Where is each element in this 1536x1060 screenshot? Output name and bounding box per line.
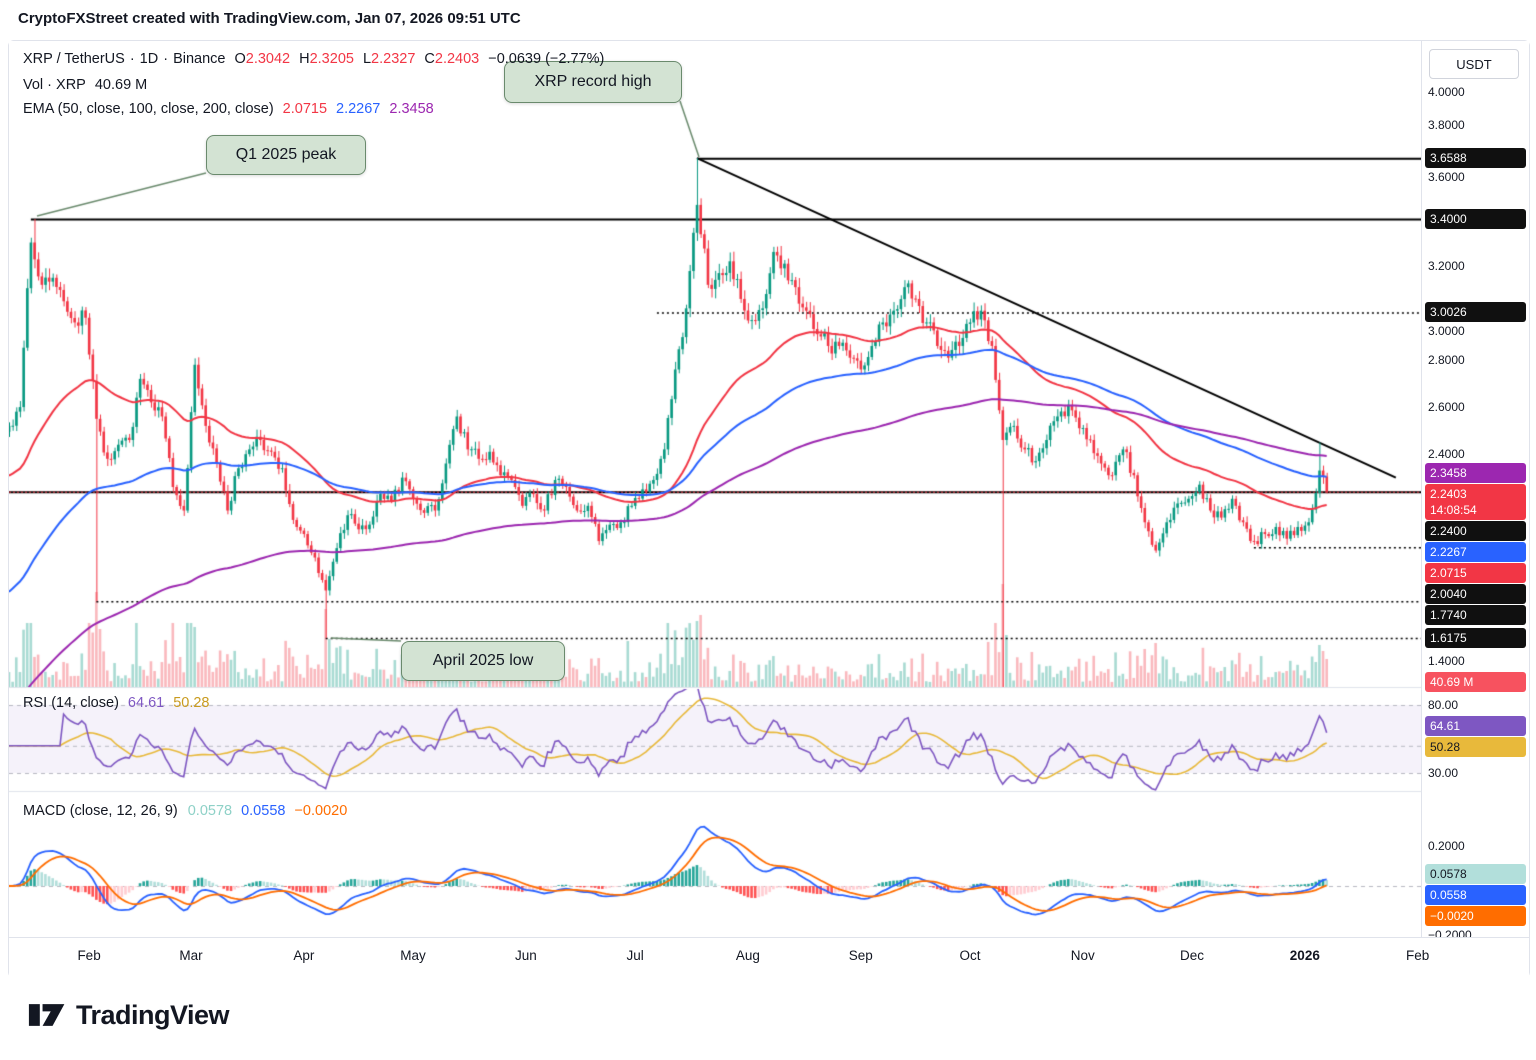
macd-legend[interactable]: MACD (close, 12, 26, 9) 0.0578 0.0558 −0.00… xyxy=(23,801,347,821)
price-label: 2.4000 xyxy=(1428,447,1465,462)
price-label-badge: 2.0040 xyxy=(1425,584,1526,605)
rsi-value: 64.61 xyxy=(127,695,165,711)
macd-hist-value: 0.0578 xyxy=(187,803,233,819)
rsi-ma-value: 50.28 xyxy=(173,695,210,711)
price-label-badge: 1.7740 xyxy=(1425,605,1526,626)
price-label-badge: 2.2267 xyxy=(1425,542,1526,563)
macd-signal-value: −0.0020 xyxy=(294,803,348,819)
close-label: C xyxy=(424,51,435,67)
price-label-badge: 1.6175 xyxy=(1425,628,1526,649)
price-label-badge: 0.0578 xyxy=(1425,864,1526,885)
attribution-text: CryptoFXStreet created with TradingView.… xyxy=(18,10,521,27)
chart-container: XRP / TetherUS · 1D · Binance O2.3042 H2.3205 L… xyxy=(8,40,1530,978)
price-label-badge: 2.2403 14:08:54 xyxy=(1425,484,1526,521)
low-label: L xyxy=(362,51,372,67)
time-axis-label: Dec xyxy=(1179,948,1204,963)
volume-value: 40.69 M xyxy=(94,77,148,93)
price-label-badge: 2.3458 xyxy=(1425,463,1526,484)
price-label: 0.2000 xyxy=(1428,839,1465,853)
price-label-badge: 40.69 M xyxy=(1425,672,1526,692)
tradingview-logo-icon[interactable] xyxy=(28,1000,68,1030)
price-label: 3.6000 xyxy=(1428,170,1465,185)
time-axis-label: Aug xyxy=(735,948,760,963)
price-label-badge: 50.28 xyxy=(1425,736,1526,757)
price-label-badge: 3.0026 xyxy=(1425,302,1526,323)
ema50-value: 2.0715 xyxy=(282,101,328,117)
chart-canvas[interactable] xyxy=(9,41,1529,977)
price-axis[interactable]: USDT 4.0000 3.8000 3.6588 3.6000 3.4000 3.200… xyxy=(1421,41,1529,977)
price-label: 2.8000 xyxy=(1428,353,1465,368)
attribution-bar: CryptoFXStreet created with TradingView.… xyxy=(0,0,1536,40)
ema-label: EMA (50, close, 100, close, 200, close) xyxy=(23,101,274,117)
price-label-badge: 64.61 xyxy=(1425,715,1526,736)
open-value: 2.3042 xyxy=(245,51,291,67)
ema200-value: 2.3458 xyxy=(389,101,434,117)
time-axis[interactable]: Feb Mar Apr May Jun Jul Aug Sep Oct Nov Dec 2026 Feb xyxy=(9,937,1529,978)
close-value: 2.2403 xyxy=(434,51,480,67)
annotation-q1-2025-peak[interactable]: Q1 2025 peak xyxy=(206,135,366,175)
footer-bar: TradingView xyxy=(0,976,1536,1060)
macd-line-value: 0.0558 xyxy=(241,803,286,819)
tradingview-brand[interactable]: TradingView xyxy=(76,1000,230,1030)
price-label-badge: 3.4000 xyxy=(1425,209,1526,229)
time-axis-label: Nov xyxy=(1070,948,1095,963)
open-label: O xyxy=(234,51,246,67)
exchange-label: Binance xyxy=(173,51,226,67)
volume-legend[interactable]: Vol · XRP 40.69 M xyxy=(23,75,147,95)
macd-label: MACD (close, 12, 26, 9) xyxy=(23,803,178,819)
annotation-april-2025-low[interactable]: April 2025 low xyxy=(401,641,565,681)
price-label: 2.6000 xyxy=(1428,400,1465,415)
rsi-label: RSI (14, close) xyxy=(23,695,119,711)
price-label-badge: −0.0020 xyxy=(1425,906,1526,927)
rsi-legend[interactable]: RSI (14, close) 64.61 50.28 xyxy=(23,693,210,713)
time-axis-label: Sep xyxy=(848,948,873,963)
low-value: 2.2327 xyxy=(371,51,416,67)
change-value: −0.0639 (−2.77%) xyxy=(488,51,605,67)
high-value: 2.3205 xyxy=(309,51,354,67)
price-label-badge: 2.2400 xyxy=(1425,521,1526,542)
annotation-xrp-record-high[interactable]: XRP record high xyxy=(504,61,682,103)
time-axis-label: Oct xyxy=(959,948,981,963)
symbol-name: XRP / TetherUS xyxy=(23,51,125,67)
ema-legend[interactable]: EMA (50, close, 100, close, 200, close) 2… xyxy=(23,99,434,119)
price-label: 3.8000 xyxy=(1428,117,1465,132)
price-label: 3.2000 xyxy=(1428,259,1465,274)
interval-label: 1D xyxy=(139,51,159,67)
price-label: 1.4000 xyxy=(1428,654,1465,668)
high-label: H xyxy=(299,51,310,67)
price-label: 30.00 xyxy=(1428,766,1459,780)
time-axis-label: Jun xyxy=(514,948,537,963)
price-label-badge: 2.0715 xyxy=(1425,563,1526,584)
price-label: 4.0000 xyxy=(1428,85,1465,99)
usdt-currency-button[interactable]: USDT xyxy=(1429,49,1519,79)
time-axis-label: Feb xyxy=(77,948,101,963)
price-label-badge: 3.6588 xyxy=(1425,148,1526,169)
time-axis-label: Apr xyxy=(293,948,315,963)
price-label-badge: 0.0558 xyxy=(1425,885,1526,906)
time-axis-label: Feb xyxy=(1406,948,1430,963)
volume-label: Vol · XRP xyxy=(23,77,86,93)
time-axis-label: Jul xyxy=(626,948,644,963)
time-axis-label: May xyxy=(400,948,426,963)
ema100-value: 2.2267 xyxy=(336,101,381,117)
time-axis-label: 2026 xyxy=(1289,948,1320,963)
price-label: 80.00 xyxy=(1428,698,1459,712)
time-axis-label: Mar xyxy=(179,948,203,963)
price-label: 3.0000 xyxy=(1428,324,1465,339)
symbol-legend[interactable]: XRP / TetherUS · 1D · Binance O2.3042 H2.3205 L… xyxy=(23,51,605,67)
